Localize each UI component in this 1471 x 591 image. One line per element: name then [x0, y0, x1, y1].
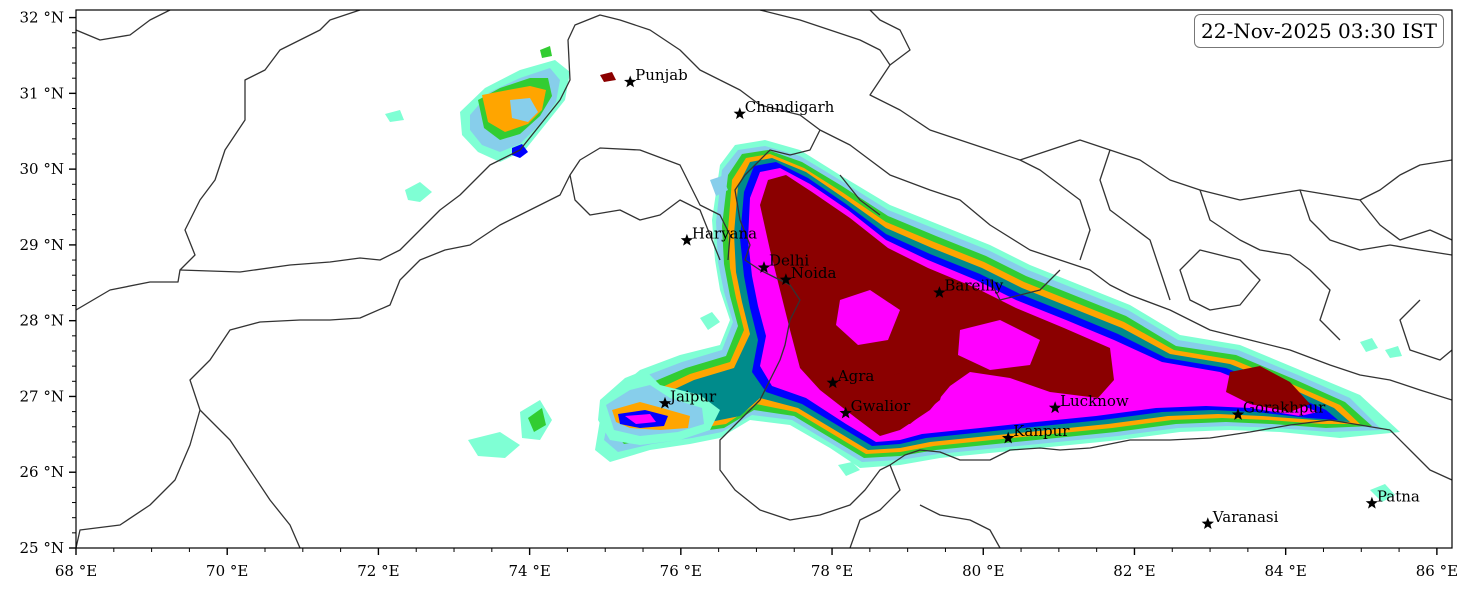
x-tick-label: 76 °E — [660, 562, 702, 580]
y-tick-label: 32 °N — [20, 9, 64, 27]
city-label: Haryana — [692, 224, 757, 242]
rain-cell — [385, 110, 404, 122]
city-star-icon — [1002, 431, 1015, 444]
rain-cluster-jaipur — [625, 414, 656, 424]
border-line — [199, 409, 301, 548]
rain-cell — [1360, 338, 1378, 352]
rain-cell — [1385, 346, 1402, 358]
x-tick-label: 78 °E — [811, 562, 853, 580]
y-tick-label: 30 °N — [20, 160, 64, 178]
y-tick-label: 26 °N — [20, 463, 64, 481]
city-label: Bareilly — [944, 277, 1003, 295]
border-line — [569, 174, 721, 261]
city-label: Lucknow — [1060, 392, 1129, 410]
rain-cell — [700, 312, 720, 330]
rain-band-level-8 — [870, 366, 948, 424]
y-tick-label: 29 °N — [20, 236, 64, 254]
border-line — [1179, 249, 1261, 311]
rain-cluster-punjab — [512, 144, 528, 158]
city-label: Noida — [791, 264, 837, 282]
border-line — [1359, 199, 1452, 241]
rain-band-level-8 — [1226, 366, 1310, 412]
border-line — [1399, 299, 1452, 361]
y-tick-label: 31 °N — [20, 84, 64, 102]
city-star-icon — [658, 396, 672, 409]
rain-cluster-punjab — [510, 98, 538, 122]
border-line — [819, 129, 1452, 401]
border-line — [839, 174, 881, 216]
city-label: Gorakhpur — [1243, 399, 1326, 417]
city-star-icon — [1201, 517, 1214, 529]
city-star-icon — [1231, 408, 1245, 420]
x-tick-label: 86 °E — [1416, 562, 1458, 580]
border-line — [1389, 429, 1452, 481]
city-star-icon — [733, 107, 746, 120]
city-label: Agra — [837, 367, 875, 385]
city-star-icon — [826, 376, 839, 389]
plot-frame — [75, 9, 1453, 549]
border-line — [1199, 189, 1341, 341]
rain-band-level-8 — [760, 175, 1114, 436]
rain-intensity-layers — [385, 46, 1402, 502]
border-line — [989, 269, 1061, 301]
city-label: Chandigarh — [745, 98, 835, 116]
y-tick-label: 28 °N — [20, 312, 64, 330]
city-label: Jaipur — [668, 387, 717, 405]
rain-cell — [1370, 484, 1395, 502]
border-line — [76, 10, 361, 311]
rain-band-level-7 — [958, 320, 1040, 370]
y-tick-label: 27 °N — [20, 387, 64, 405]
map-area — [76, 10, 1452, 548]
border-line — [719, 79, 1391, 521]
border-line — [759, 10, 1452, 201]
x-tick-label: 68 °E — [55, 562, 97, 580]
rain-cell — [600, 72, 616, 82]
border-line — [869, 10, 911, 66]
city-star-icon — [839, 406, 852, 419]
axis-labels: 68 °E 70 °E 72 °E 74 °E 76 °E 78 °E 80 °E 82 °E… — [20, 9, 1459, 580]
x-tick-label: 72 °E — [357, 562, 399, 580]
x-tick-label: 82 °E — [1113, 562, 1155, 580]
city-star-icon — [779, 273, 793, 285]
x-tick-label: 80 °E — [962, 562, 1004, 580]
city-star-icon — [624, 75, 637, 88]
city-label: Varanasi — [1212, 508, 1279, 526]
boundary-lines — [76, 10, 1452, 548]
x-tick-label: 84 °E — [1265, 562, 1307, 580]
border-line — [1299, 189, 1452, 256]
city-label: Gwalior — [851, 397, 911, 415]
rain-cell — [710, 176, 728, 196]
timestamp-label: 22-Nov-2025 03:30 IST — [1194, 14, 1444, 48]
border-line — [1019, 159, 1091, 261]
border-line — [849, 464, 901, 548]
border-line — [919, 504, 1001, 548]
rain-cell — [540, 46, 552, 58]
border-line — [76, 10, 171, 41]
city-star-icon — [757, 261, 771, 273]
rain-cell — [528, 408, 546, 432]
city-label: Patna — [1377, 487, 1420, 505]
x-tick-label: 70 °E — [206, 562, 248, 580]
city-star-icon — [933, 286, 946, 298]
border-line — [76, 147, 731, 548]
city-label: Kanpur — [1013, 422, 1070, 440]
city-star-icon — [1365, 496, 1378, 509]
city-label: Punjab — [635, 66, 688, 84]
x-tick-label: 74 °E — [508, 562, 550, 580]
rain-cell — [405, 182, 432, 202]
rain-band-level-7 — [836, 290, 900, 345]
city-star-icon — [680, 233, 694, 246]
rain-cell — [838, 462, 860, 476]
axis-ticks — [69, 16, 1438, 555]
city-label: Delhi — [769, 252, 809, 270]
border-line — [179, 14, 721, 273]
city-star-icon — [1048, 401, 1062, 414]
y-tick-label: 25 °N — [20, 539, 64, 557]
border-line — [1099, 149, 1171, 301]
rain-cell — [468, 432, 520, 458]
